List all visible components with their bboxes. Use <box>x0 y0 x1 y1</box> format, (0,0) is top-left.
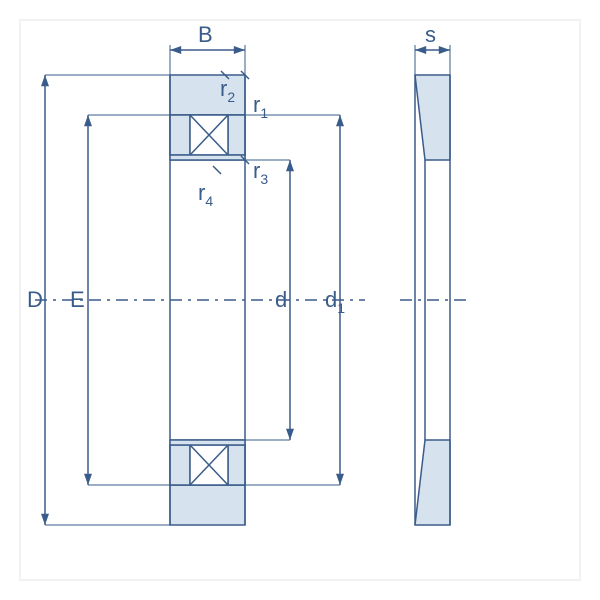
label-r3: r3 <box>253 158 268 187</box>
frame-border <box>20 20 580 580</box>
label-d: d <box>275 287 287 312</box>
outer-ring-bottom <box>170 485 245 525</box>
label-B: B <box>198 22 213 47</box>
bearing-diagram: DEdd1Bsr1r2r3r4 <box>0 0 600 600</box>
inner-ring-top <box>170 155 245 160</box>
label-r4: r4 <box>198 180 213 209</box>
label-r1: r1 <box>253 92 268 121</box>
label-E: E <box>70 287 85 312</box>
inner-ring-bottom <box>170 440 245 445</box>
angle-ring-bottom <box>415 440 450 525</box>
angle-ring-top <box>415 75 450 160</box>
label-d1: d1 <box>325 287 345 316</box>
label-s: s <box>425 22 436 47</box>
label-D: D <box>27 287 43 312</box>
